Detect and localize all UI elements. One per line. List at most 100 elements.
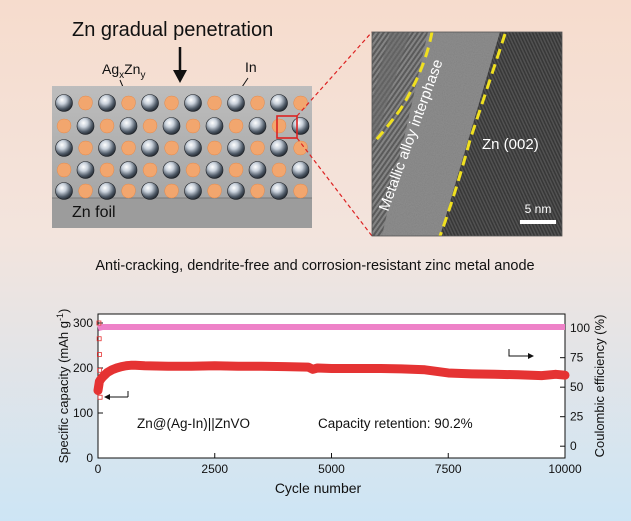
- right-axis-pointer: [508, 349, 534, 359]
- anode-schematic: Zn foil: [52, 86, 312, 228]
- y-right-tick-label: 100: [570, 321, 590, 335]
- x-axis-label: Cycle number: [275, 480, 362, 496]
- plot-frame: [97, 313, 566, 459]
- zn-foil-label: Zn foil: [72, 204, 116, 221]
- zn-alloy-particle: [184, 94, 202, 112]
- interphase-boundary-left: [374, 32, 434, 142]
- indium-particle: [185, 162, 201, 178]
- zn-foil-layer: [52, 198, 312, 228]
- zn-alloy-particle: [227, 139, 245, 157]
- zn-alloy-particle: [55, 139, 73, 157]
- retention-annotation: Capacity retention: 90.2%: [318, 416, 473, 431]
- capacity-initial-point: [97, 367, 103, 373]
- indium-particle: [164, 183, 179, 199]
- zn-alloy-particle: [55, 182, 73, 200]
- alloy-label: AgxZny: [102, 61, 145, 81]
- capacity-initial-point: [96, 320, 102, 326]
- x-tick-label: 10000: [548, 462, 582, 476]
- indium-particle: [78, 140, 93, 156]
- zn-alloy-particle: [291, 161, 310, 179]
- penetration-title: Zn gradual penetration: [72, 19, 273, 41]
- indium-particle: [164, 140, 179, 156]
- capacity-initial-point: [97, 394, 103, 400]
- indium-particle: [121, 140, 136, 156]
- subtitle: Anti-cracking, dendrite-free and corrosi…: [95, 258, 534, 274]
- zn-alloy-particle: [119, 117, 138, 135]
- zn-alloy-particle: [141, 182, 159, 200]
- indium-particle: [78, 183, 93, 199]
- indium-particle: [56, 162, 72, 178]
- y-right-tick-label: 0: [570, 439, 577, 453]
- down-arrow-icon: [173, 47, 187, 83]
- system-annotation: Zn@(Ag-In)||ZnVO: [137, 416, 250, 431]
- interphase-boundary-right: [438, 33, 507, 236]
- alloy-layer: [52, 86, 312, 198]
- zn-alloy-particle: [76, 117, 95, 135]
- zn-alloy-particle: [227, 182, 245, 200]
- y-axis-right-label: Coulombic efficiency (%): [592, 315, 607, 458]
- indium-particle: [121, 183, 136, 199]
- y-right-tick-label: 50: [570, 380, 584, 394]
- zn-alloy-particle: [141, 139, 159, 157]
- zn-alloy-particle: [291, 117, 310, 135]
- y-right-tick-label: 25: [570, 410, 584, 424]
- zn-alloy-particle: [162, 117, 181, 135]
- indium-particle: [207, 140, 222, 156]
- cycling-chart: 0 2500 5000 7500 10000 0 100 200 300 0 25 50 75 100 C…: [55, 309, 607, 496]
- particle-array: [55, 94, 310, 200]
- zn-alloy-particle: [98, 94, 116, 112]
- indium-particle: [250, 183, 265, 199]
- y-left-tick-label: 100: [73, 406, 93, 420]
- left-axis-pointer: [104, 391, 129, 400]
- zn-alloy-particle: [98, 182, 116, 200]
- indium-particle: [293, 140, 308, 156]
- zn-002-label: Zn (002): [482, 136, 539, 153]
- zn-alloy-particle: [76, 161, 95, 179]
- zn-alloy-particle: [270, 182, 288, 200]
- zn-alloy-particle: [98, 139, 116, 157]
- y-left-tick-label: 0: [86, 451, 93, 465]
- zn-alloy-particle: [141, 94, 159, 112]
- indium-particle: [207, 95, 222, 111]
- zn-alloy-particle: [205, 161, 224, 179]
- indium-particle: [250, 95, 265, 111]
- capacity-initial-point: [96, 336, 102, 342]
- tem-image: Metallic alloy interphase Zn (002) 5 nm: [372, 32, 562, 236]
- indium-particle: [185, 118, 201, 134]
- zn-alloy-particle: [227, 94, 245, 112]
- capacity-initial-point: [97, 383, 103, 389]
- zoom-box: [276, 115, 298, 139]
- zn-alloy-particle: [248, 161, 267, 179]
- zn-alloy-particle: [55, 94, 73, 112]
- indium-particle: [142, 162, 158, 178]
- zn-alloy-particle: [119, 161, 138, 179]
- x-tick-label: 5000: [318, 462, 345, 476]
- indium-particle: [99, 118, 115, 134]
- x-tick-label: 0: [95, 462, 102, 476]
- indium-label: In: [245, 59, 257, 75]
- indium-particle: [271, 118, 287, 134]
- y-left-tick-label: 300: [73, 316, 93, 330]
- indium-particle: [271, 162, 287, 178]
- zn-alloy-particle: [184, 182, 202, 200]
- scale-bar: [520, 220, 556, 224]
- coulombic-efficiency-series: [97, 323, 565, 332]
- zn-alloy-particle: [270, 94, 288, 112]
- indium-particle: [228, 118, 244, 134]
- y-left-tick-label: 200: [73, 361, 93, 375]
- indium-particle: [207, 183, 222, 199]
- indium-particle: [250, 140, 265, 156]
- indium-particle: [293, 95, 308, 111]
- indium-particle: [56, 118, 72, 134]
- zn-alloy-particle: [205, 117, 224, 135]
- y-axis-left-label: Specific capacity (mAh g-1): [55, 309, 71, 464]
- zn-alloy-particle: [162, 161, 181, 179]
- zn-alloy-particle: [248, 117, 267, 135]
- indium-particle: [121, 95, 136, 111]
- indium-particle: [78, 95, 93, 111]
- indium-particle: [99, 162, 115, 178]
- scale-bar-label: 5 nm: [525, 202, 552, 216]
- x-tick-label: 7500: [435, 462, 462, 476]
- indium-particle: [164, 95, 179, 111]
